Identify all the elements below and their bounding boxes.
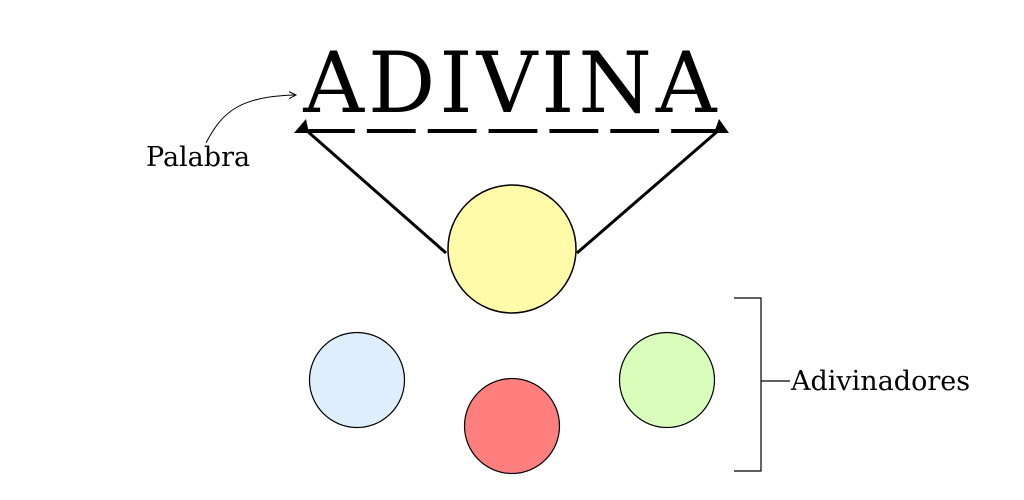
host-to-word-left-line [305, 128, 447, 255]
guessers-bracket [734, 297, 790, 472]
host-player-circle [447, 184, 577, 314]
left-arrowhead [294, 119, 309, 133]
host-to-word-right-line [576, 128, 720, 255]
guesser-circle-red [463, 377, 561, 475]
guesser-circle-blue [308, 331, 406, 429]
guesser-circle-green [618, 331, 716, 429]
secret-word: ADIVINA [302, 34, 720, 132]
word-label: Palabra [146, 142, 250, 173]
guessers-label: Adivinadores [790, 366, 970, 397]
word-label-arrow [205, 95, 296, 144]
